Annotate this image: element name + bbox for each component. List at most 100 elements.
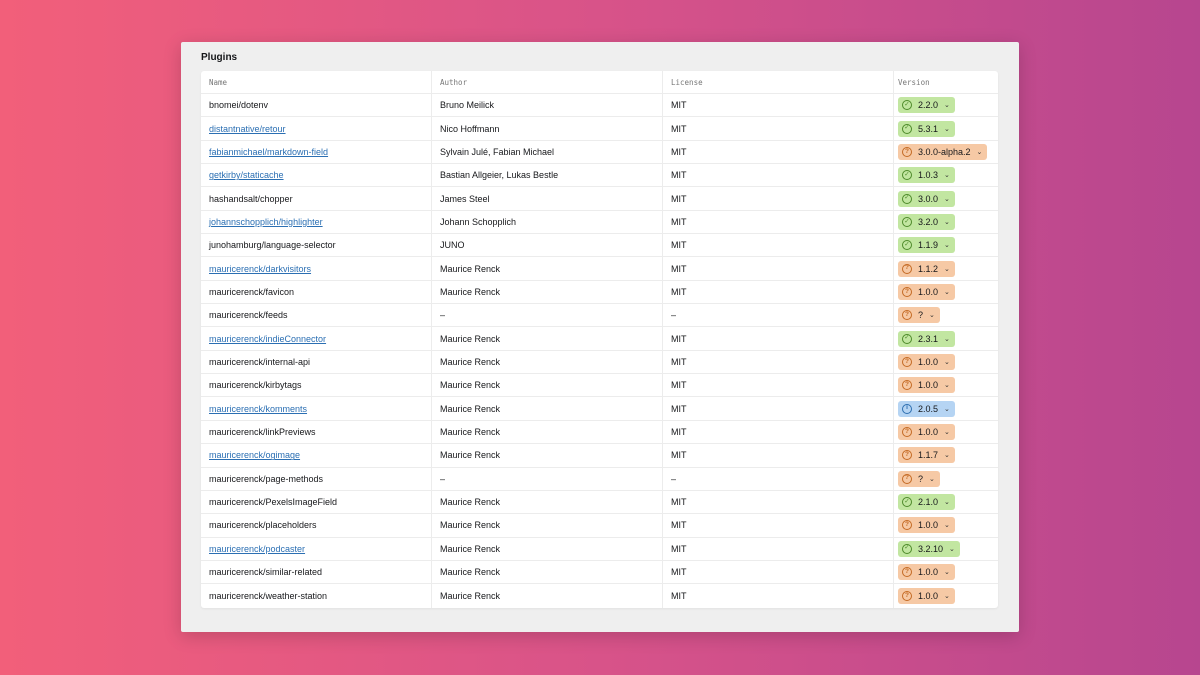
plugin-author: Maurice Renck: [432, 397, 663, 420]
plugin-name-link[interactable]: mauricerenck/podcaster: [209, 543, 306, 554]
plugin-name: mauricerenck/placeholders: [209, 520, 317, 531]
plugin-name-link[interactable]: johannschopplich/highlighter: [209, 216, 323, 227]
version-badge-button[interactable]: ? 1.0.0 ⌄: [898, 587, 955, 604]
version-label: 1.0.0: [918, 590, 939, 601]
chevron-down-icon: ⌄: [944, 522, 950, 530]
check-circle-icon: ✓: [902, 497, 912, 508]
plugin-version-cell: ?? ⌄: [894, 468, 998, 490]
version-label: 1.0.0: [918, 286, 939, 297]
version-badge-button[interactable]: ? 1.0.0 ⌄: [898, 423, 955, 440]
question-circle-icon: ?: [902, 473, 912, 484]
plugin-version-cell: ? 1.0.0 ⌄: [894, 421, 998, 443]
question-circle-icon: ?: [902, 146, 912, 157]
column-header-license: License: [663, 71, 894, 93]
version-badge-button[interactable]: ?? ⌄: [898, 470, 940, 487]
version-badge-button[interactable]: ? 1.1.2 ⌄: [898, 260, 955, 277]
chevron-down-icon: ⌄: [976, 148, 983, 156]
plugin-author: –: [432, 304, 663, 327]
plugin-name: junohamburg/language-selector: [209, 240, 336, 251]
question-circle-icon: ?: [902, 520, 912, 531]
table-row: getkirby/staticache Bastian Allgeier, Luk…: [201, 164, 998, 188]
plugin-author: James Steel: [432, 187, 663, 210]
table-row: mauricerenck/kirbytags Maurice Renck MIT? 1…: [201, 374, 998, 398]
version-badge-button[interactable]: ✓ 1.1.9 ⌄: [898, 237, 955, 254]
plugin-license: MIT: [663, 374, 894, 397]
version-badge-button[interactable]: ✓ 2.1.0 ⌄: [898, 494, 955, 511]
version-badge-button[interactable]: ? 1.0.0 ⌄: [898, 377, 955, 394]
plugin-name-link[interactable]: mauricerenck/indieConnector: [209, 333, 327, 344]
plugin-version-cell: ✓ 3.2.0 ⌄: [894, 211, 998, 233]
plugin-license: MIT: [663, 117, 894, 140]
plugins-table: Name Author License Version bnomei/doten…: [201, 71, 998, 608]
plugin-version-cell: ? 3.0.0-alpha.2 ⌄: [894, 141, 998, 163]
plugin-version-cell: ? 1.0.0 ⌄: [894, 351, 998, 373]
version-badge-button[interactable]: ? 1.0.0 ⌄: [898, 517, 955, 534]
version-badge-button[interactable]: ✓ 3.2.10 ⌄: [898, 540, 960, 557]
table-row: mauricerenck/PexelsImageField Maurice Ren…: [201, 490, 998, 515]
plugin-license: MIT: [663, 187, 894, 210]
version-badge-button[interactable]: ✓ 2.3.1 ⌄: [898, 330, 955, 347]
chevron-down-icon: ⌄: [944, 242, 950, 250]
plugin-name-cell: mauricerenck/feeds: [201, 304, 432, 327]
plugin-version-cell: ✓ 1.0.3 ⌄: [894, 164, 998, 186]
question-circle-icon: ?: [902, 263, 912, 274]
check-circle-icon: ✓: [902, 100, 912, 111]
version-badge-button[interactable]: ? 1.0.0 ⌄: [898, 283, 955, 300]
plugin-license: MIT: [663, 444, 894, 467]
panel-title: Plugins: [201, 52, 238, 63]
version-badge-button[interactable]: ? 3.0.0-alpha.2 ⌄: [898, 143, 988, 160]
version-badge-button[interactable]: ✓ 5.3.1 ⌄: [898, 120, 955, 137]
table-row: distantnative/retour Nico Hoffmann MIT ✓ 5.3…: [201, 117, 998, 141]
question-circle-icon: ?: [902, 310, 912, 321]
version-badge-button[interactable]: ? 1.1.7 ⌄: [898, 447, 955, 464]
plugin-version-cell: ✓ 3.0.0 ⌄: [894, 187, 998, 209]
plugin-author: Maurice Renck: [432, 257, 663, 280]
plugin-name-link[interactable]: mauricerenck/ogimage: [209, 450, 301, 461]
table-row: johannschopplich/highlighter Johann Schop…: [201, 210, 998, 235]
plugin-name-link[interactable]: distantnative/retour: [209, 123, 286, 134]
plugin-author: Maurice Renck: [432, 537, 663, 560]
version-label: 5.3.1: [918, 123, 939, 134]
plugin-author: –: [432, 467, 663, 490]
plugin-version-cell: ? 1.1.7 ⌄: [894, 444, 998, 466]
plugin-name-cell: johannschopplich/highlighter: [201, 210, 432, 234]
chevron-down-icon: ⌄: [944, 452, 950, 460]
version-badge-button[interactable]: i 2.0.5 ⌄: [898, 400, 955, 417]
plugin-name: mauricerenck/page-methods: [209, 473, 324, 484]
table-row: mauricerenck/page-methods – –?? ⌄: [201, 467, 998, 491]
plugin-author: Maurice Renck: [432, 444, 663, 467]
question-circle-icon: ?: [902, 567, 912, 578]
plugin-name-link[interactable]: getkirby/staticache: [209, 170, 284, 181]
plugin-name: mauricerenck/weather-station: [209, 590, 328, 601]
version-badge-button[interactable]: ✓ 1.0.3 ⌄: [898, 167, 955, 184]
plugin-license: MIT: [663, 584, 894, 608]
version-label: 2.0.5: [918, 403, 939, 414]
plugin-name: bnomei/dotenv: [209, 100, 269, 111]
version-badge-button[interactable]: ✓ 2.2.0 ⌄: [898, 97, 955, 114]
plugin-name-cell: mauricerenck/placeholders: [201, 514, 432, 537]
table-row: mauricerenck/komments Maurice Renck MIT i 2.…: [201, 397, 998, 421]
version-badge-button[interactable]: ? 1.0.0 ⌄: [898, 564, 955, 581]
plugin-author: Maurice Renck: [432, 374, 663, 397]
plugin-name-cell: mauricerenck/internal-api: [201, 350, 432, 374]
plugin-author: JUNO: [432, 234, 663, 257]
version-label: 3.0.0-alpha.2: [918, 146, 971, 157]
check-circle-icon: ✓: [902, 543, 912, 554]
version-badge-button[interactable]: ?? ⌄: [898, 307, 940, 324]
version-label: 1.0.0: [918, 426, 939, 437]
plugin-name-cell: hashandsalt/chopper: [201, 187, 432, 210]
version-badge-button[interactable]: ✓ 3.0.0 ⌄: [898, 190, 955, 207]
plugin-name-cell: mauricerenck/page-methods: [201, 467, 432, 490]
plugin-name-link[interactable]: fabianmichael/markdown-field: [209, 146, 329, 157]
plugin-name: mauricerenck/kirbytags: [209, 380, 302, 391]
plugin-name-cell: mauricerenck/linkPreviews: [201, 420, 432, 444]
plugin-name-link[interactable]: mauricerenck/komments: [209, 403, 308, 414]
plugin-name-cell: fabianmichael/markdown-field: [201, 140, 432, 164]
plugin-author: Maurice Renck: [432, 514, 663, 537]
plugin-version-cell: ? 1.0.0 ⌄: [894, 281, 998, 303]
version-badge-button[interactable]: ✓ 3.2.0 ⌄: [898, 213, 955, 230]
plugin-name: mauricerenck/similar-related: [209, 567, 323, 578]
version-badge-button[interactable]: ? 1.0.0 ⌄: [898, 353, 955, 370]
table-row: fabianmichael/markdown-field Sylvain Julé…: [201, 140, 998, 165]
plugin-name-link[interactable]: mauricerenck/darkvisitors: [209, 263, 312, 274]
